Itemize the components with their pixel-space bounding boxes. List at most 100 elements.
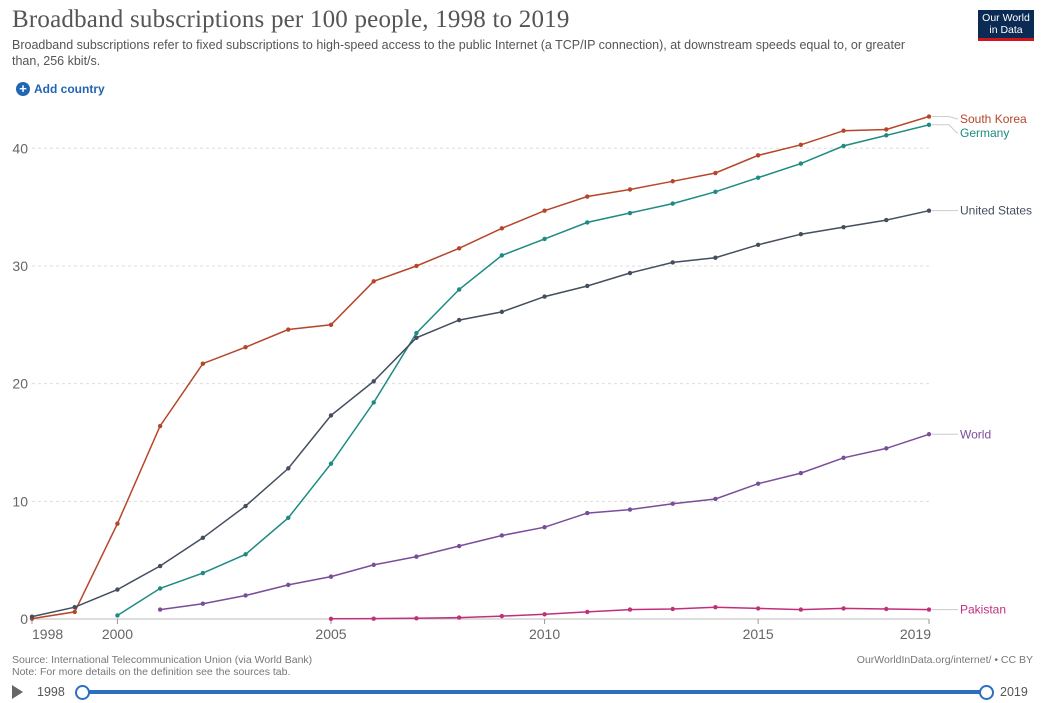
data-point-world-2018: [884, 446, 889, 451]
series-line-united-states: [31, 209, 930, 618]
logo-line-2: in Data: [989, 24, 1023, 36]
data-point-germany-2016: [798, 161, 804, 166]
x-tick-label-1998: 1998: [32, 626, 63, 642]
data-point-pakistan-2019: [926, 607, 932, 612]
data-point-united-states-2006: [371, 379, 376, 384]
data-point-united-states-2011: [585, 283, 590, 289]
data-point-united-states-2002: [200, 535, 206, 541]
y-tick-label-30: 30: [12, 258, 28, 274]
url-license[interactable]: OurWorldInData.org/internet/ • CC BY: [856, 654, 1033, 666]
data-point-germany-2015: [755, 175, 761, 180]
series-line-germany: [116, 124, 930, 617]
data-point-united-states-2015: [755, 242, 761, 247]
data-point-united-states-2017: [841, 224, 846, 230]
data-point-world-2016: [798, 470, 804, 476]
data-point-south-korea-2015: [755, 153, 761, 158]
data-point-pakistan-2006: [371, 616, 376, 621]
series-label-world: World: [960, 427, 991, 441]
data-point-united-states-2019: [926, 208, 932, 213]
data-point-world-2004: [286, 582, 291, 588]
timeline-start-handle[interactable]: [75, 685, 90, 700]
data-point-world-2008: [456, 543, 462, 549]
data-point-world-2009: [499, 533, 505, 538]
data-point-united-states-2004: [286, 466, 291, 471]
y-tick-label-40: 40: [12, 140, 28, 156]
data-point-united-states-2003: [243, 503, 248, 509]
y-tick-label-20: 20: [12, 376, 28, 392]
data-point-pakistan-2012: [627, 607, 633, 612]
data-point-united-states-2007: [414, 335, 419, 340]
data-point-germany-2011: [585, 220, 590, 225]
data-point-pakistan-2015: [755, 606, 761, 611]
data-point-united-states-2000: [115, 587, 120, 592]
y-tick-label-0: 0: [20, 611, 28, 627]
data-point-pakistan-2005: [328, 616, 334, 621]
timeline-track[interactable]: [81, 690, 987, 694]
data-point-world-2007: [414, 554, 419, 559]
data-point-world-2012: [627, 507, 633, 512]
data-point-united-states-2012: [627, 270, 633, 276]
timeline-end-label: 2019: [1000, 685, 1028, 699]
data-point-world-2001: [157, 607, 163, 612]
data-point-south-korea-2006: [371, 279, 376, 284]
data-point-south-korea-1999: [72, 609, 77, 615]
play-icon[interactable]: [12, 685, 23, 699]
data-point-germany-2018: [884, 133, 889, 138]
x-tick-label-2015: 2015: [743, 626, 774, 642]
y-tick-label-10: 10: [12, 493, 28, 509]
series-label-germany: Germany: [960, 126, 1009, 140]
data-point-pakistan-2007: [414, 616, 419, 621]
data-point-germany-2010: [542, 236, 547, 242]
logo-line-1: Our World: [982, 12, 1030, 24]
data-point-world-2014: [713, 496, 718, 502]
add-country-button[interactable]: + Add country: [16, 82, 105, 96]
data-point-germany-2001: [157, 586, 163, 591]
data-point-pakistan-2017: [841, 606, 846, 611]
x-axis-ticks: 1998 2000 2005 2010 2015 2019: [31, 619, 931, 642]
data-point-germany-2012: [627, 210, 633, 216]
data-point-united-states-1998: [29, 614, 35, 619]
data-point-united-states-2014: [713, 255, 718, 260]
timeline-end-handle[interactable]: [979, 685, 994, 700]
data-point-south-korea-2012: [627, 187, 633, 192]
data-point-germany-2017: [841, 143, 846, 149]
data-point-germany-2007: [414, 330, 419, 336]
data-point-pakistan-2013: [670, 606, 675, 612]
data-point-germany-2008: [456, 287, 462, 292]
data-point-germany-2000: [115, 613, 120, 618]
data-point-south-korea-2010: [542, 208, 547, 213]
data-point-world-2003: [243, 593, 248, 598]
data-point-world-2002: [200, 601, 206, 606]
series-label-south-korea: South Korea: [960, 112, 1027, 126]
note-text: Note: For more details on the definition…: [12, 666, 291, 678]
data-point-germany-2009: [499, 253, 505, 258]
data-point-germany-2013: [670, 201, 675, 206]
series-lines: [29, 114, 932, 621]
data-point-germany-2014: [713, 189, 718, 195]
series-line-south-korea: [31, 115, 930, 620]
data-point-pakistan-2010: [542, 612, 547, 617]
data-point-south-korea-2013: [670, 179, 675, 184]
data-point-south-korea-2011: [585, 194, 590, 199]
label-connector-south-korea: [932, 116, 958, 120]
data-point-germany-2005: [328, 461, 334, 466]
data-point-pakistan-2014: [713, 605, 718, 610]
data-point-south-korea-2014: [713, 170, 718, 176]
data-point-pakistan-2016: [798, 607, 804, 612]
data-point-south-korea-2009: [499, 226, 505, 231]
data-point-germany-2004: [286, 515, 291, 520]
chart-title: Broadband subscriptions per 100 people, …: [12, 6, 570, 33]
data-point-south-korea-2005: [328, 322, 334, 328]
data-point-south-korea-2001: [157, 423, 163, 429]
series-line-world: [159, 433, 930, 611]
data-point-germany-2003: [243, 552, 248, 557]
data-point-south-korea-2000: [115, 521, 120, 526]
add-country-label: Add country: [34, 82, 105, 96]
data-point-south-korea-2008: [456, 246, 462, 251]
owid-logo[interactable]: Our World in Data: [978, 10, 1034, 41]
x-tick-label-2019: 2019: [900, 626, 931, 642]
data-point-south-korea-2003: [243, 344, 248, 350]
timeline-start-label: 1998: [37, 685, 65, 699]
data-point-pakistan-2009: [499, 613, 505, 619]
